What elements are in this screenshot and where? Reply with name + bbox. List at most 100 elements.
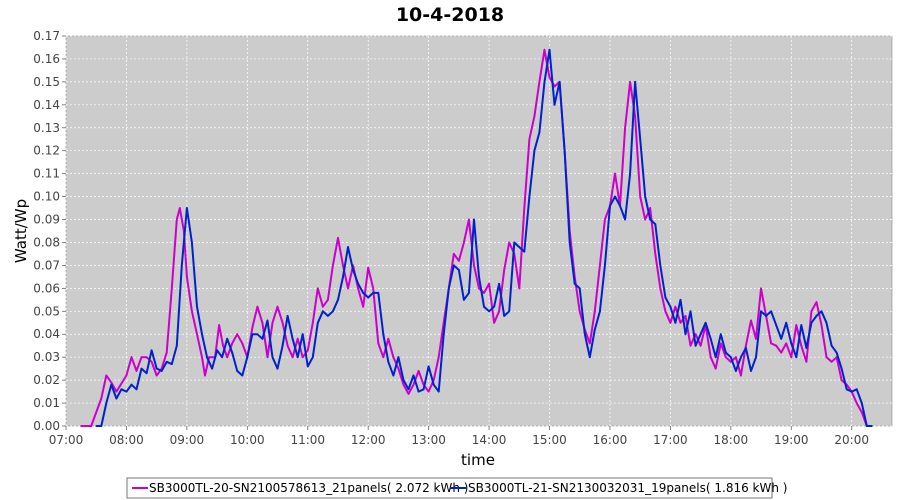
data-point-series-1 (639, 195, 642, 198)
data-point-series-1 (523, 207, 526, 209)
data-point-series-1 (860, 411, 863, 414)
data-point-series-2 (377, 292, 380, 294)
data-point-series-2 (855, 388, 858, 391)
y-tick-label: 0.07 (33, 258, 60, 272)
data-point-series-1 (624, 126, 626, 129)
data-point-series-2 (367, 296, 370, 299)
data-point-series-1 (125, 374, 128, 377)
y-tick-label: 0.17 (33, 29, 60, 43)
data-point-series-1 (392, 356, 395, 359)
data-point-series-2 (301, 333, 304, 336)
data-point-series-2 (170, 363, 173, 365)
data-point-series-2 (578, 287, 581, 290)
data-point-series-1 (745, 344, 747, 347)
data-point-series-1 (684, 314, 687, 317)
y-tick-label: 0.03 (33, 350, 60, 364)
data-point-series-1 (785, 342, 788, 345)
data-point-series-2 (321, 310, 324, 313)
x-tick-label: 18:00 (714, 433, 749, 447)
data-point-series-2 (442, 333, 445, 336)
data-point-series-2 (452, 264, 455, 267)
data-point-series-2 (810, 321, 813, 324)
data-point-series-2 (815, 314, 818, 317)
data-point-series-2 (95, 425, 98, 427)
data-point-series-2 (125, 390, 128, 393)
data-point-series-2 (558, 80, 561, 83)
data-point-series-1 (337, 236, 339, 239)
data-point-series-1 (750, 319, 752, 322)
data-point-series-2 (165, 360, 168, 363)
data-point-series-2 (221, 356, 224, 359)
data-point-series-1 (518, 287, 521, 290)
data-point-series-2 (750, 370, 752, 372)
data-point-series-1 (659, 287, 662, 290)
data-point-series-1 (372, 287, 375, 290)
data-point-series-2 (538, 131, 541, 134)
data-point-series-2 (402, 379, 405, 382)
data-point-series-2 (347, 246, 349, 248)
data-point-series-2 (624, 218, 626, 221)
data-point-series-2 (629, 172, 631, 175)
data-point-series-2 (664, 296, 667, 299)
data-point-series-2 (609, 204, 611, 207)
x-tick-label: 20:00 (834, 433, 869, 447)
data-point-series-1 (226, 356, 229, 359)
data-point-series-1 (462, 241, 465, 244)
series-line-1 (81, 48, 868, 427)
data-point-series-2 (498, 282, 501, 285)
data-point-series-2 (135, 388, 138, 391)
data-point-series-1 (669, 321, 672, 324)
data-point-series-2 (850, 390, 853, 393)
data-point-series-2 (568, 241, 571, 244)
data-point-series-1 (327, 298, 329, 301)
data-point-series-2 (583, 333, 586, 336)
x-tick-label: 09:00 (170, 433, 205, 447)
data-point-series-2 (291, 337, 294, 340)
x-tick-label: 12:00 (351, 433, 386, 447)
data-point-series-1 (644, 218, 647, 221)
data-point-series-2 (493, 305, 496, 308)
y-tick-label: 0.12 (33, 144, 60, 158)
data-point-series-2 (150, 349, 153, 352)
data-point-series-2 (412, 374, 415, 377)
data-point-series-1 (755, 337, 757, 340)
data-point-series-1 (674, 305, 677, 308)
data-point-series-2 (407, 388, 410, 391)
y-tick-label: 0.08 (33, 235, 60, 249)
data-point-series-1 (150, 360, 153, 363)
data-point-series-1 (236, 333, 239, 336)
data-point-series-1 (820, 324, 823, 326)
data-point-series-2 (110, 383, 113, 386)
data-point-series-1 (145, 356, 148, 359)
data-point-series-1 (830, 360, 833, 363)
data-point-series-2 (145, 372, 148, 375)
data-point-series-2 (644, 195, 647, 198)
data-point-series-2 (100, 425, 103, 427)
y-tick-label: 0.11 (33, 167, 60, 181)
data-point-series-2 (427, 365, 430, 368)
data-point-series-1 (286, 344, 289, 347)
data-point-series-1 (719, 342, 722, 345)
grid-lines (65, 35, 892, 427)
data-point-series-1 (815, 301, 818, 304)
data-point-series-1 (362, 305, 365, 308)
data-point-series-1 (175, 218, 178, 221)
data-point-series-2 (362, 292, 365, 294)
data-point-series-2 (573, 282, 576, 285)
data-point-series-2 (382, 333, 385, 336)
data-point-series-2 (468, 292, 470, 294)
legend-box (126, 477, 773, 499)
data-point-series-1 (548, 76, 551, 79)
data-point-series-2 (860, 402, 863, 404)
data-point-series-1 (306, 349, 309, 352)
data-point-series-1 (553, 85, 556, 88)
data-point-series-2 (669, 305, 672, 308)
data-point-series-1 (654, 253, 657, 255)
data-point-series-2 (825, 321, 828, 324)
data-point-series-1 (664, 310, 667, 313)
data-point-series-2 (196, 305, 198, 308)
data-point-series-1 (709, 356, 712, 359)
data-point-series-2 (654, 223, 657, 226)
y-axis-label: Watt/Wp (12, 199, 30, 263)
